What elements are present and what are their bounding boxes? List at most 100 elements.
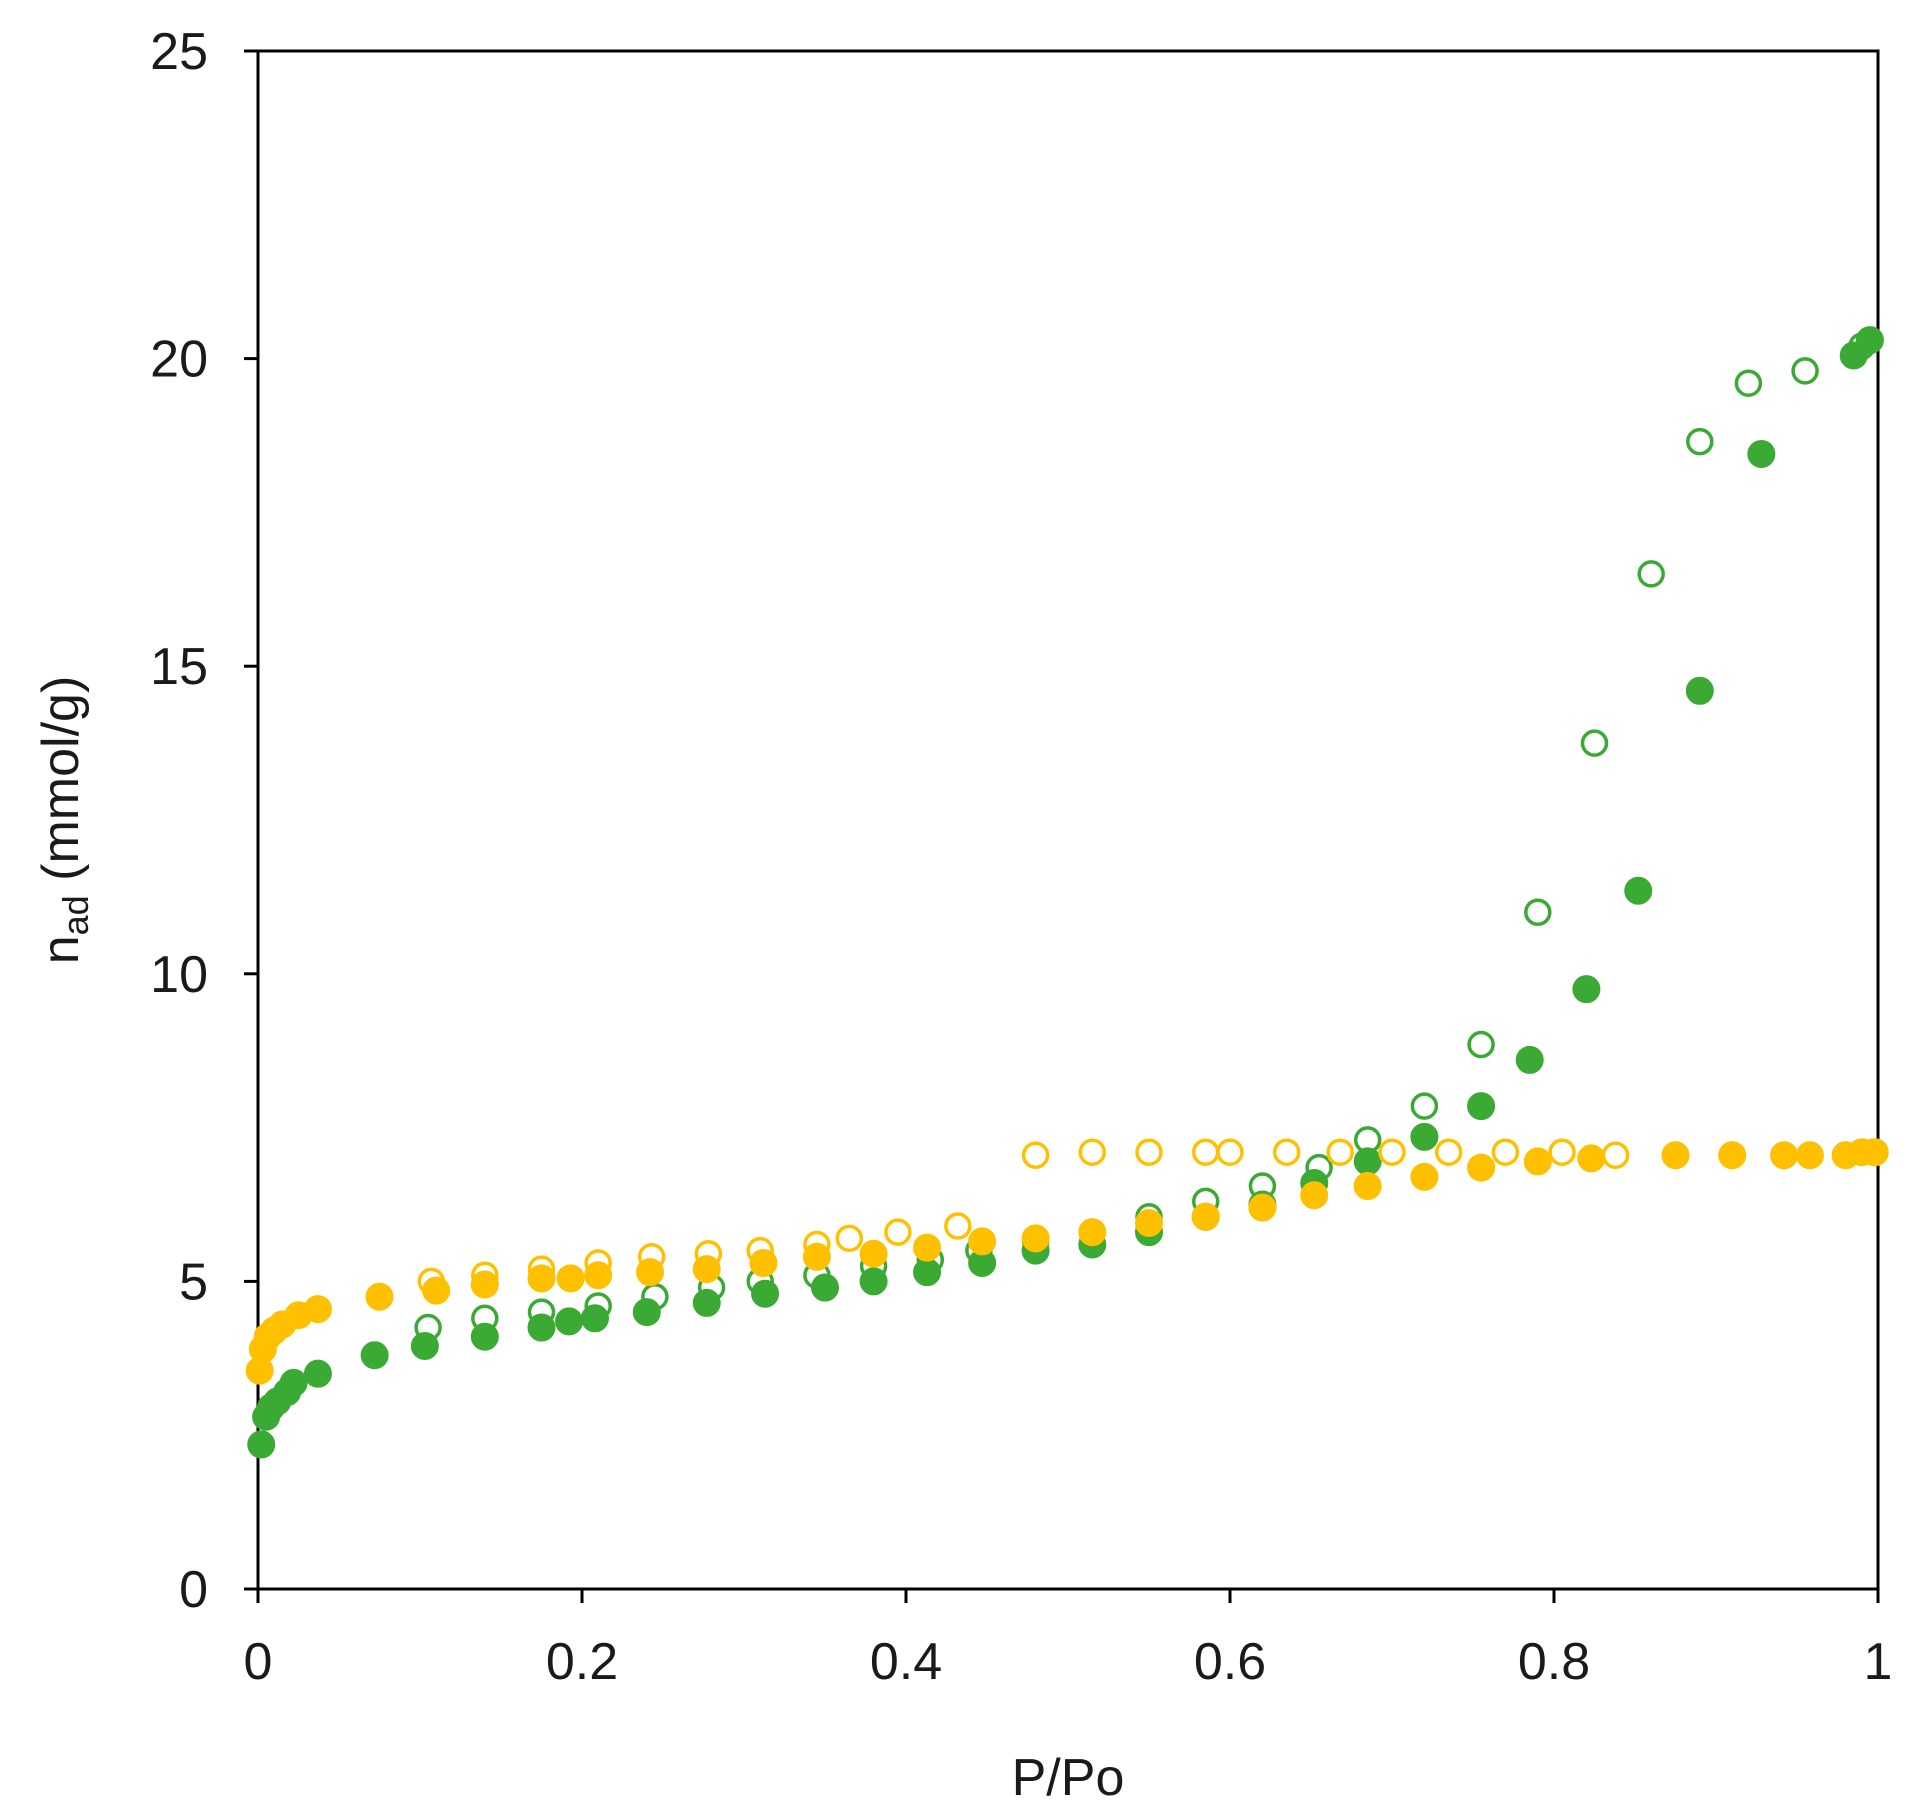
- data-point: [1410, 1162, 1439, 1191]
- data-point: [1300, 1181, 1329, 1210]
- series-1: [414, 332, 1876, 1342]
- data-point: [556, 1264, 585, 1293]
- data-point: [1410, 1122, 1439, 1151]
- data-point: [527, 1313, 556, 1342]
- data-point: [968, 1227, 997, 1256]
- data-point: [1378, 1138, 1406, 1166]
- data-point: [636, 1258, 665, 1287]
- data-point: [913, 1233, 942, 1262]
- data-point: [1021, 1141, 1050, 1170]
- data-point: [1467, 1030, 1495, 1059]
- y-tick-label: 25: [150, 23, 208, 81]
- data-point: [632, 1298, 661, 1327]
- data-point: [1491, 1138, 1520, 1166]
- data-point: [1624, 876, 1653, 905]
- data-point: [1718, 1141, 1747, 1170]
- data-point: [884, 1218, 912, 1246]
- data-point: [410, 1331, 439, 1360]
- data-point: [1572, 975, 1601, 1004]
- data-point: [1580, 729, 1609, 757]
- data-point: [1855, 326, 1884, 355]
- data-point: [859, 1239, 888, 1268]
- data-point: [555, 1307, 584, 1336]
- data-point: [1191, 1138, 1220, 1166]
- x-tick-label: 0.6: [1194, 1633, 1266, 1691]
- data-point: [1353, 1147, 1382, 1176]
- x-tick-label: 0.4: [870, 1633, 942, 1691]
- data-point: [1795, 1141, 1824, 1170]
- y-tick-label: 20: [150, 331, 208, 389]
- data-point: [1661, 1141, 1690, 1170]
- data-point: [1860, 1138, 1889, 1167]
- data-point: [692, 1255, 721, 1284]
- data-point: [365, 1282, 394, 1311]
- y-axis-ticks: 0 5 10 15 20 25: [150, 23, 258, 1619]
- data-point: [1686, 427, 1714, 456]
- data-point: [1078, 1218, 1107, 1247]
- data-point: [1135, 1138, 1163, 1166]
- data-point: [913, 1258, 942, 1287]
- data-point: [751, 1279, 780, 1308]
- plot-area-frame: [256, 49, 1880, 1591]
- y-axis-title-unit: (mmol/g): [32, 676, 90, 896]
- y-tick-label: 5: [179, 1253, 208, 1311]
- data-point: [1191, 1202, 1220, 1231]
- data-point: [1135, 1208, 1163, 1237]
- data-point: [247, 1430, 276, 1459]
- series-4: [245, 1138, 1889, 1385]
- data-point: [1524, 898, 1552, 927]
- data-point: [1434, 1138, 1463, 1166]
- data-point: [303, 1359, 332, 1388]
- data-point: [1747, 439, 1776, 468]
- data-point: [1467, 1153, 1496, 1182]
- data-point: [1734, 369, 1763, 397]
- data-point: [944, 1212, 972, 1240]
- y-axis-title: nad (mmol/g): [32, 676, 96, 965]
- data-point: [1548, 1138, 1576, 1166]
- y-axis-title-symbol: n: [32, 935, 90, 964]
- data-point: [1523, 1147, 1552, 1176]
- data-point: [1078, 1138, 1107, 1166]
- data-point: [1021, 1224, 1050, 1253]
- series-3: [417, 1138, 1630, 1296]
- data-point: [1685, 676, 1714, 705]
- y-tick-label: 15: [150, 638, 208, 696]
- data-point: [1637, 560, 1665, 588]
- data-points: [245, 326, 1889, 1459]
- x-axis-ticks: 0 0.2 0.4 0.6 0.8 1: [244, 1589, 1893, 1691]
- data-point: [1515, 1045, 1544, 1074]
- data-point: [1353, 1172, 1382, 1201]
- data-point: [470, 1322, 499, 1351]
- data-point: [1248, 1193, 1277, 1222]
- x-axis-title: P/Po: [1012, 1749, 1125, 1807]
- data-point: [1410, 1092, 1439, 1120]
- data-point: [859, 1267, 888, 1296]
- x-tick-label: 0: [244, 1633, 273, 1691]
- data-point: [1577, 1144, 1606, 1173]
- y-axis-title-subscript: ad: [55, 895, 96, 935]
- data-point: [279, 1368, 308, 1397]
- y-tick-label: 0: [179, 1561, 208, 1619]
- data-point: [1272, 1138, 1301, 1166]
- x-tick-label: 0.8: [1518, 1633, 1590, 1691]
- data-point: [527, 1264, 556, 1293]
- data-point: [303, 1295, 332, 1324]
- data-point: [749, 1248, 778, 1277]
- data-point: [1791, 357, 1819, 385]
- data-point: [470, 1270, 499, 1299]
- data-point: [811, 1273, 839, 1302]
- data-point: [360, 1341, 389, 1370]
- data-point: [692, 1288, 721, 1317]
- data-point: [584, 1261, 613, 1290]
- data-point: [1216, 1138, 1244, 1166]
- data-point: [802, 1242, 831, 1271]
- data-point: [1770, 1141, 1799, 1170]
- data-point: [1467, 1092, 1496, 1121]
- data-point: [580, 1304, 609, 1333]
- data-point: [835, 1224, 864, 1253]
- x-tick-label: 1: [1864, 1633, 1893, 1691]
- data-point: [1326, 1138, 1354, 1166]
- y-tick-label: 10: [150, 946, 208, 1004]
- x-tick-label: 0.2: [546, 1633, 618, 1691]
